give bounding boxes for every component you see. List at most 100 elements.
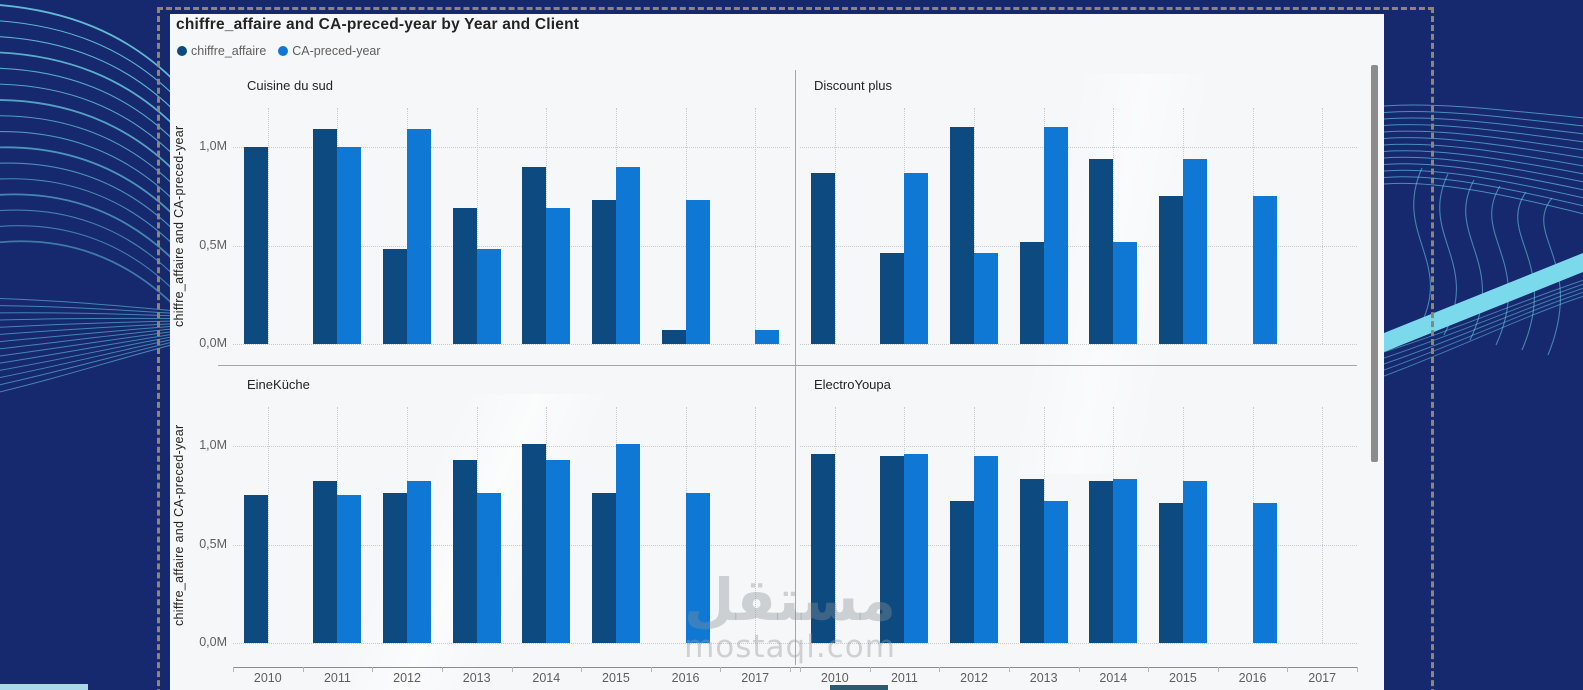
bar-chiffre-affaire-2015[interactable] [591, 200, 616, 344]
bar-chiffre-affaire-2014[interactable] [1089, 481, 1114, 643]
x-axis-tick-mark [1078, 667, 1080, 672]
bar-chiffre-affaire-2011[interactable] [313, 129, 338, 344]
bar-chiffre-affaire-2010[interactable] [810, 453, 835, 643]
wave-line-decoration [0, 332, 178, 364]
y-axis-tick-label: 1,0M [199, 139, 227, 153]
x-axis-tick-mark [1357, 667, 1358, 672]
legend-label: chiffre_affaire [191, 44, 267, 58]
wave-line-decoration [0, 4, 178, 86]
bar-ca-preced-year-2016[interactable] [1252, 503, 1277, 643]
x-axis-line [233, 667, 1357, 668]
bar-ca-preced-year-2014[interactable] [546, 459, 571, 643]
bar-chiffre-affaire-2015[interactable] [1158, 503, 1183, 643]
bar-chiffre-affaire-2011[interactable] [880, 455, 905, 643]
x-axis-label-2012: 2012 [393, 671, 421, 685]
x-axis-label-2015: 2015 [602, 671, 630, 685]
legend-item-ca-preced-year[interactable]: CA-preced-year [278, 44, 381, 58]
bar-ca-preced-year-2011[interactable] [337, 495, 362, 643]
vertical-scrollbar[interactable] [1371, 65, 1378, 462]
bar-ca-preced-year-2016[interactable] [685, 200, 710, 344]
gridline-horizontal [233, 344, 790, 345]
bar-ca-preced-year-2014[interactable] [1113, 479, 1138, 643]
wave-line-decoration [1543, 197, 1561, 356]
bar-chart-visual[interactable]: chiffre_affaire and CA-preced-year by Ye… [170, 14, 1384, 690]
bar-ca-preced-year-2012[interactable] [974, 455, 999, 643]
bar-chiffre-affaire-2011[interactable] [880, 253, 905, 344]
bar-chiffre-affaire-2014[interactable] [522, 444, 547, 643]
y-axis-tick-label: 0,5M [199, 237, 227, 252]
bar-chiffre-affaire-2012[interactable] [950, 501, 975, 643]
bar-ca-preced-year-2017[interactable] [755, 330, 780, 344]
bar-ca-preced-year-2013[interactable] [476, 249, 501, 344]
gridline-horizontal [800, 245, 1357, 247]
x-axis-label-2014: 2014 [1099, 671, 1128, 685]
wave-line-decoration [0, 335, 178, 371]
bar-ca-preced-year-2014[interactable] [546, 208, 571, 344]
gridline-vertical [267, 407, 269, 643]
bar-chiffre-affaire-2012[interactable] [383, 249, 408, 344]
x-axis-tick-mark [233, 667, 234, 672]
bar-chiffre-affaire-2014[interactable] [522, 166, 547, 344]
bar-chiffre-affaire-2013[interactable] [1019, 241, 1044, 344]
panel-title-discount-plus: Discount plus [814, 78, 893, 93]
horizontal-scrollbar-thumb[interactable] [830, 685, 888, 690]
bar-ca-preced-year-2014[interactable] [1113, 241, 1138, 344]
bar-ca-preced-year-2012[interactable] [974, 253, 999, 344]
wave-line-decoration [0, 342, 178, 393]
bar-chiffre-affaire-2010[interactable] [810, 172, 835, 344]
bar-ca-preced-year-2013[interactable] [1043, 501, 1068, 643]
wave-line-decoration [0, 337, 178, 379]
bar-ca-preced-year-2015[interactable] [1182, 158, 1207, 344]
background-waves-left-decoration [0, 4, 178, 393]
gridline-vertical [1113, 108, 1115, 344]
x-axis-tick-mark [1008, 667, 1010, 672]
bar-ca-preced-year-2011[interactable] [904, 453, 929, 643]
bar-ca-preced-year-2016[interactable] [685, 493, 710, 643]
gridline-horizontal [800, 344, 1357, 345]
bar-chiffre-affaire-2013[interactable] [452, 208, 477, 344]
wave-line-decoration [1517, 191, 1535, 351]
x-axis-label-2013: 2013 [462, 671, 491, 685]
wave-line-decoration [0, 99, 178, 176]
wave-line-decoration [0, 178, 178, 251]
bar-ca-preced-year-2015[interactable] [615, 444, 640, 643]
bar-ca-preced-year-2012[interactable] [407, 129, 432, 344]
bar-chiffre-affaire-2011[interactable] [313, 481, 338, 643]
bar-ca-preced-year-2011[interactable] [904, 172, 929, 344]
bar-chiffre-affaire-2013[interactable] [452, 459, 477, 643]
wave-line-decoration [0, 162, 178, 236]
x-axis-label-2012: 2012 [960, 671, 988, 685]
bar-chiffre-affaire-2016[interactable] [661, 330, 686, 344]
bar-chiffre-affaire-2015[interactable] [1158, 196, 1183, 344]
bar-ca-preced-year-2015[interactable] [615, 166, 640, 344]
x-axis-label-2016: 2016 [671, 671, 700, 685]
bar-chiffre-affaire-2010[interactable] [243, 147, 268, 344]
wave-line-decoration [1491, 185, 1509, 346]
bar-ca-preced-year-2016[interactable] [1252, 196, 1277, 344]
bar-chiffre-affaire-2012[interactable] [383, 493, 408, 643]
gridline-horizontal [800, 147, 1357, 148]
bar-ca-preced-year-2012[interactable] [407, 481, 432, 643]
visual-title: chiffre_affaire and CA-preced-year by Ye… [176, 16, 580, 33]
bar-ca-preced-year-2015[interactable] [1182, 481, 1207, 643]
legend-dot-icon [177, 46, 187, 56]
bar-chiffre-affaire-2015[interactable] [591, 493, 616, 643]
bar-ca-preced-year-2013[interactable] [476, 493, 501, 643]
panel-divider-vertical [795, 70, 796, 665]
panel-title-electroyoupa: ElectroYoupa [814, 377, 891, 392]
bar-chiffre-affaire-2010[interactable] [243, 495, 268, 643]
bar-chiffre-affaire-2013[interactable] [1019, 479, 1044, 643]
bar-ca-preced-year-2011[interactable] [337, 147, 362, 344]
x-axis-tick-mark [939, 667, 941, 672]
bar-chiffre-affaire-2012[interactable] [950, 127, 975, 344]
visual-selection-border[interactable] [157, 7, 1434, 690]
wave-line-decoration [0, 312, 178, 317]
panel-title-einek-che: EineKüche [247, 377, 310, 392]
wave-line-decoration [0, 305, 178, 315]
x-axis-tick-mark [1287, 667, 1289, 672]
legend-item-chiffre-affaire[interactable]: chiffre_affaire [177, 44, 266, 58]
bar-ca-preced-year-2013[interactable] [1043, 127, 1068, 344]
x-axis-label-2011: 2011 [890, 671, 918, 685]
bar-chiffre-affaire-2014[interactable] [1089, 158, 1114, 344]
